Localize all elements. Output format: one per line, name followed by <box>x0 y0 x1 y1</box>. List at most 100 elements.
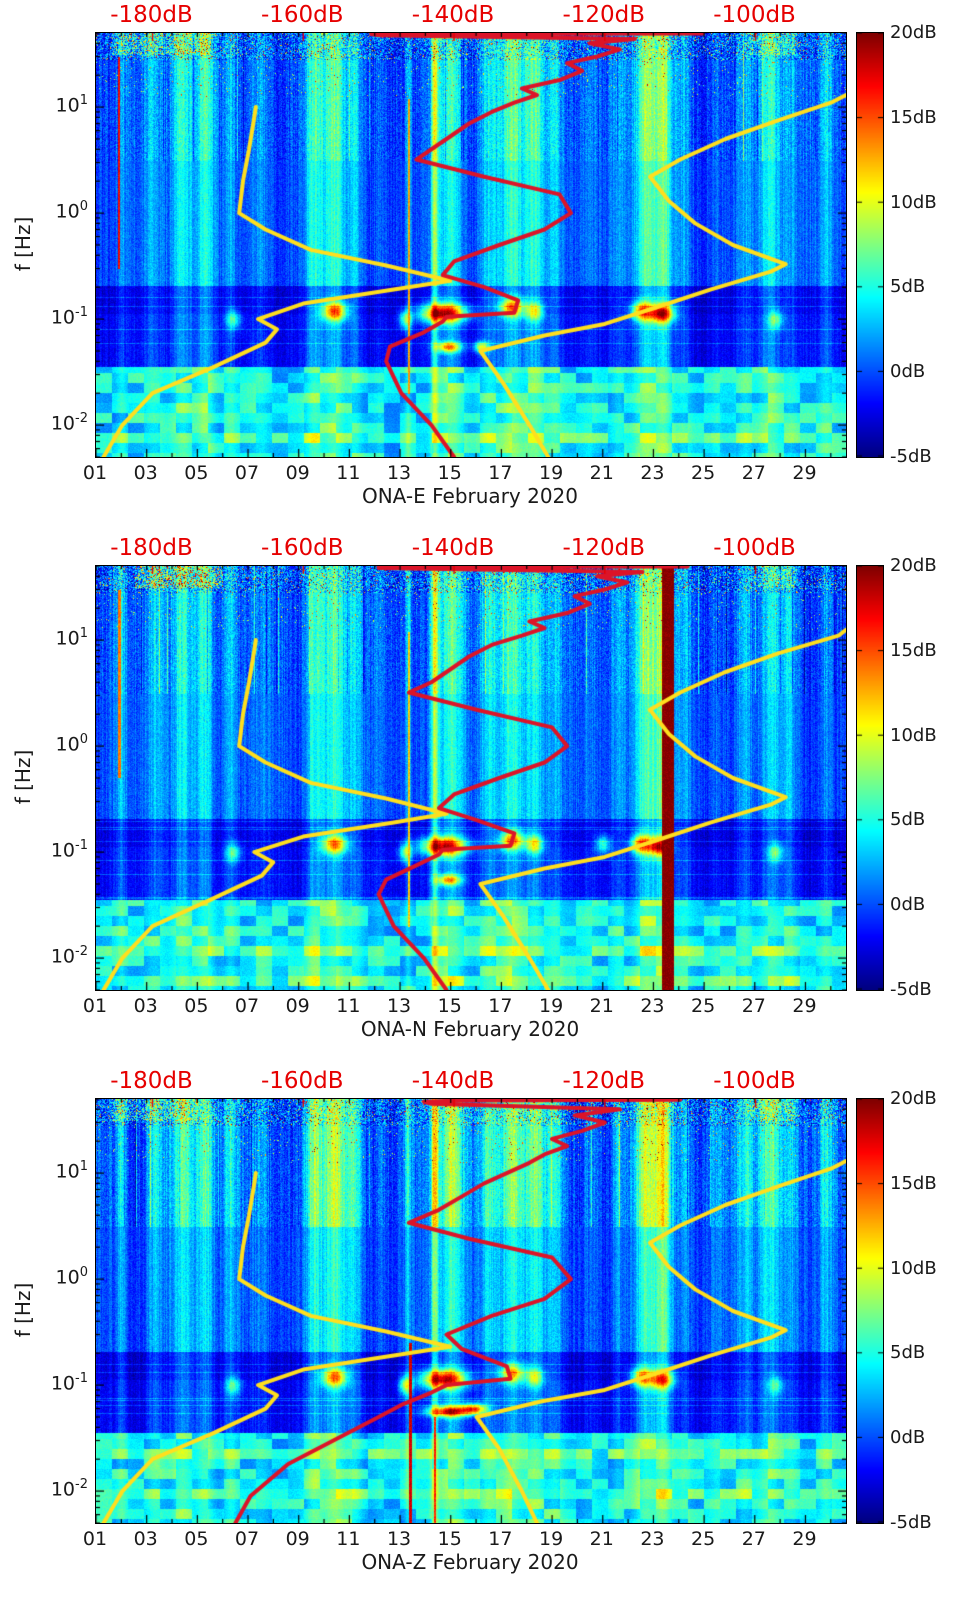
colorbar-canvas-ona-e <box>857 33 883 457</box>
x-tick-label: 25 <box>691 462 716 484</box>
panel-title: ONA-E February 2020 <box>361 484 579 508</box>
x-tick-label: 17 <box>488 462 513 484</box>
top-db-label: -140dB <box>411 535 495 561</box>
x-tick-label: 15 <box>437 995 462 1017</box>
y-tick-label: 10-1 <box>50 1371 88 1395</box>
top-db-label: -140dB <box>411 2 495 28</box>
spectrogram-canvas-ona-e <box>96 33 846 457</box>
y-tick-label: 10-2 <box>50 411 88 435</box>
x-tick-label: 19 <box>538 462 564 484</box>
x-tick-label: 21 <box>589 995 614 1017</box>
x-tick-label: 27 <box>741 1528 766 1550</box>
x-tick-label: 27 <box>741 462 766 484</box>
x-tick-label: 05 <box>184 995 209 1017</box>
y-tick-label: 101 <box>55 626 88 650</box>
x-tick-label: 15 <box>437 1528 462 1550</box>
colorbar-canvas-ona-n <box>857 566 883 990</box>
y-tick-label: 100 <box>55 199 88 223</box>
x-tick-label: 07 <box>234 995 260 1017</box>
x-tick-label: 11 <box>336 462 361 484</box>
top-db-label: -160dB <box>260 1068 344 1094</box>
colorbar-tick-label: 0dB <box>890 894 926 916</box>
x-tick-label: 11 <box>336 1528 361 1550</box>
x-tick-label: 23 <box>640 995 665 1017</box>
colorbar-tick-label: -5dB <box>890 446 932 467</box>
spectrogram-plot <box>95 565 847 991</box>
spectrogram-plot <box>95 32 847 458</box>
top-db-label: -160dB <box>260 2 344 28</box>
colorbar-tick-label: 10dB <box>890 1257 937 1279</box>
x-tick-label: 03 <box>133 462 158 484</box>
colorbar <box>856 32 884 458</box>
colorbar-tick-label: 10dB <box>890 724 937 746</box>
spectrogram-canvas-ona-n <box>96 566 846 990</box>
x-tick-label: 19 <box>538 1528 564 1550</box>
panel-ona-n: -180dB -160dB -140dB -120dB -100dB f [Hz] 10… <box>0 533 962 1066</box>
x-tick-label: 23 <box>640 462 665 484</box>
x-tick-label: 01 <box>82 1528 108 1550</box>
colorbar-tick-label: 5dB <box>890 1342 926 1364</box>
top-db-label: -120dB <box>562 1068 646 1094</box>
panel-title: ONA-N February 2020 <box>360 1017 580 1041</box>
colorbar <box>856 1098 884 1524</box>
x-tick-label: 19 <box>538 995 564 1017</box>
x-tick-label: 09 <box>285 462 310 484</box>
y-tick-label: 100 <box>55 732 88 756</box>
x-tick-label: 01 <box>82 462 108 484</box>
y-tick-label: 101 <box>55 93 88 117</box>
colorbar-tick-label: 0dB <box>890 361 926 383</box>
colorbar <box>856 565 884 991</box>
colorbar-canvas-ona-z <box>857 1099 883 1523</box>
top-db-label: -180dB <box>110 535 193 561</box>
panel-ona-e: -180dB -160dB -140dB -120dB -100dB f [Hz] 10… <box>0 0 962 533</box>
x-tick-label: 15 <box>437 462 462 484</box>
y-tick-label: 10-2 <box>50 944 88 968</box>
top-db-label: -140dB <box>411 1068 495 1094</box>
x-tick-label: 27 <box>741 995 766 1017</box>
x-tick-label: 09 <box>285 995 310 1017</box>
x-tick-label: 05 <box>184 1528 209 1550</box>
top-db-label: -180dB <box>110 1068 193 1094</box>
colorbar-tick-label: -5dB <box>890 979 932 1000</box>
x-tick-label: 01 <box>82 995 108 1017</box>
x-tick-label: 17 <box>488 995 513 1017</box>
x-tick-label: 09 <box>285 1528 310 1550</box>
colorbar-tick-label: -5dB <box>890 1512 932 1533</box>
colorbar-tick-label: 20dB <box>890 22 937 43</box>
colorbar-tick-label: 15dB <box>890 1172 937 1194</box>
colorbar-tick-label: 20dB <box>890 1088 937 1109</box>
x-tick-label: 25 <box>691 1528 716 1550</box>
y-tick-label: 10-1 <box>50 305 88 329</box>
x-tick-label: 07 <box>234 462 260 484</box>
colorbar-tick-label: 5dB <box>890 809 926 831</box>
x-tick-label: 13 <box>386 995 412 1017</box>
x-tick-label: 21 <box>589 1528 614 1550</box>
x-tick-label: 29 <box>792 1528 817 1550</box>
spectrogram-canvas-ona-z <box>96 1099 846 1523</box>
top-db-label: -180dB <box>110 2 193 28</box>
x-tick-label: 03 <box>133 995 158 1017</box>
y-tick-label: 101 <box>55 1159 88 1183</box>
panel-title: ONA-Z February 2020 <box>361 1550 579 1574</box>
top-db-label: -120dB <box>562 2 646 28</box>
top-db-label: -100dB <box>713 535 796 561</box>
top-db-label: -160dB <box>260 535 344 561</box>
colorbar-tick-label: 5dB <box>890 276 926 298</box>
top-db-label: -120dB <box>562 535 646 561</box>
x-tick-label: 29 <box>792 462 817 484</box>
top-db-label: -100dB <box>713 2 796 28</box>
y-tick-label: 10-2 <box>50 1477 88 1501</box>
colorbar-tick-label: 0dB <box>890 1427 926 1449</box>
x-tick-label: 05 <box>184 462 209 484</box>
x-tick-label: 07 <box>234 1528 260 1550</box>
x-tick-label: 03 <box>133 1528 158 1550</box>
panel-ona-z: -180dB -160dB -140dB -120dB -100dB f [Hz] 10… <box>0 1066 962 1599</box>
top-db-label: -100dB <box>713 1068 796 1094</box>
x-tick-label: 25 <box>691 995 716 1017</box>
x-tick-label: 13 <box>386 1528 412 1550</box>
x-tick-label: 13 <box>386 462 412 484</box>
x-tick-label: 21 <box>589 462 614 484</box>
x-tick-label: 17 <box>488 1528 513 1550</box>
x-tick-label: 23 <box>640 1528 665 1550</box>
x-tick-label: 11 <box>336 995 361 1017</box>
